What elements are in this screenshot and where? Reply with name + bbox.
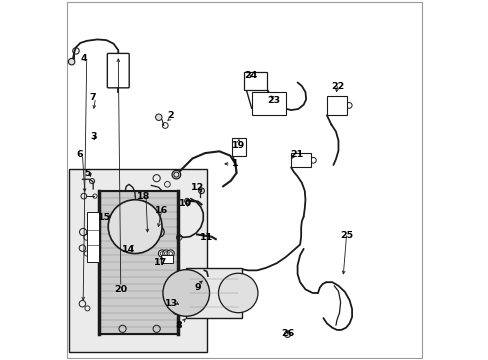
Circle shape [108,200,162,253]
Text: 20: 20 [114,285,127,294]
Bar [326,96,346,116]
Bar [86,212,99,262]
Text: 7: 7 [90,93,96,102]
Text: 10: 10 [179,199,191,208]
Bar [186,268,241,318]
Text: 15: 15 [98,213,111,222]
Circle shape [177,284,195,302]
Text: 18: 18 [137,192,150,201]
Text: 14: 14 [122,246,135,255]
Circle shape [155,114,162,121]
Circle shape [218,273,258,313]
Text: 12: 12 [191,183,204,192]
Bar [69,169,206,352]
Circle shape [284,331,290,337]
Circle shape [110,215,117,221]
Circle shape [139,229,155,245]
Circle shape [225,280,250,306]
Circle shape [90,255,95,260]
Text: 22: 22 [330,82,344,91]
Text: 21: 21 [289,150,303,159]
Circle shape [146,224,159,237]
Text: 19: 19 [231,141,244,150]
Circle shape [89,247,96,253]
Circle shape [168,301,174,307]
Circle shape [172,170,180,179]
Text: 9: 9 [194,283,201,292]
Text: 3: 3 [90,132,96,141]
Text: 23: 23 [267,96,280,105]
Text: 4: 4 [81,54,87,63]
Bar [99,191,178,334]
Circle shape [154,227,164,237]
Bar [161,255,172,263]
Circle shape [163,270,209,316]
Text: 16: 16 [155,206,168,215]
FancyBboxPatch shape [107,53,129,88]
Circle shape [68,58,75,65]
Bar [244,72,266,90]
Text: 25: 25 [340,231,352,240]
Text: 6: 6 [76,150,82,159]
Text: 2: 2 [167,111,174,120]
Circle shape [128,220,142,233]
Text: 11: 11 [200,233,213,242]
Circle shape [163,250,169,257]
Text: 17: 17 [153,258,166,267]
Circle shape [158,250,165,257]
Text: 26: 26 [280,329,294,338]
Circle shape [171,278,201,308]
Text: 24: 24 [244,71,257,80]
Circle shape [167,250,174,257]
Text: 13: 13 [164,299,177,308]
Bar [231,138,246,156]
Text: 1: 1 [232,159,238,168]
Bar [251,92,285,116]
Bar [290,153,310,167]
Text: 5: 5 [84,169,90,178]
Text: 8: 8 [176,321,182,330]
Circle shape [115,69,122,76]
